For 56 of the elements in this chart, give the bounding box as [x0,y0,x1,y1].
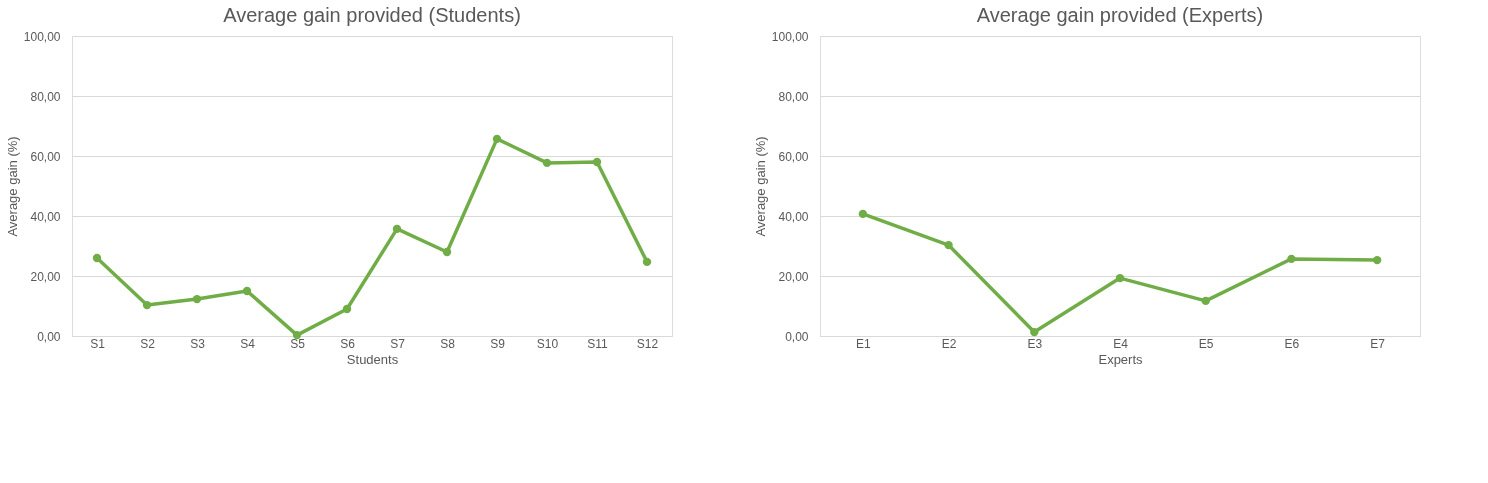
point [1287,254,1296,264]
x-tick-label: E7 [1370,336,1386,351]
point [242,286,252,296]
y-tick-label: 100,00 [771,29,809,44]
x-tick-label: E1 [856,336,872,351]
y-axis-title: Average gain (%) [4,136,20,237]
x-axis-title: Students [346,351,399,367]
y-tick-label: 80,00 [778,89,809,104]
point [392,224,402,234]
y-tick-label: 60,00 [30,149,61,164]
x-tick-label: S7 [390,336,406,351]
x-tick-label: E5 [1198,336,1214,351]
y-tick-label: 40,00 [30,209,61,224]
x-tick-label: E6 [1284,336,1300,351]
y-tick-label: 0,00 [37,329,61,344]
point [592,157,602,167]
x-tick-label: S11 [587,336,609,351]
point [192,294,202,304]
point [142,300,152,310]
point [442,247,452,257]
x-axis-title: Experts [1098,351,1144,367]
point [1030,327,1039,337]
y-tick-label: 20,00 [778,269,809,284]
y-tick-label: 60,00 [778,149,809,164]
x-tick-label: S10 [536,336,559,351]
point [642,257,652,267]
point [944,240,953,250]
y-tick-label: 80,00 [30,89,61,104]
x-tick-label: S3 [190,336,206,351]
x-tick-label: E3 [1027,336,1043,351]
point [342,304,352,314]
point [542,158,552,168]
x-tick-label: S1 [90,336,106,351]
chart-title: Average gain provided (Experts) [976,4,1264,26]
x-tick-label: E2 [941,336,957,351]
x-tick-label: S6 [340,336,356,351]
point [1115,273,1125,283]
x-tick-label: S5 [290,336,306,351]
x-tick-label: S8 [440,336,456,351]
y-tick-label: 100,00 [23,29,61,44]
point [1372,255,1382,265]
x-tick-label: S4 [240,336,256,351]
y-tick-label: 0,00 [785,329,809,344]
x-tick-label: E4 [1113,336,1129,351]
point [292,330,302,340]
y-tick-label: 20,00 [30,269,61,284]
x-tick-label: S2 [140,336,156,351]
y-tick-label: 40,00 [778,209,809,224]
chart-title: Average gain provided (Students) [223,4,521,26]
x-tick-label: S12 [636,336,659,351]
point [92,253,102,263]
point [1201,296,1210,306]
point [858,209,868,219]
point [492,134,502,144]
y-axis-title: Average gain (%) [752,136,768,237]
x-tick-label: S9 [490,336,506,351]
